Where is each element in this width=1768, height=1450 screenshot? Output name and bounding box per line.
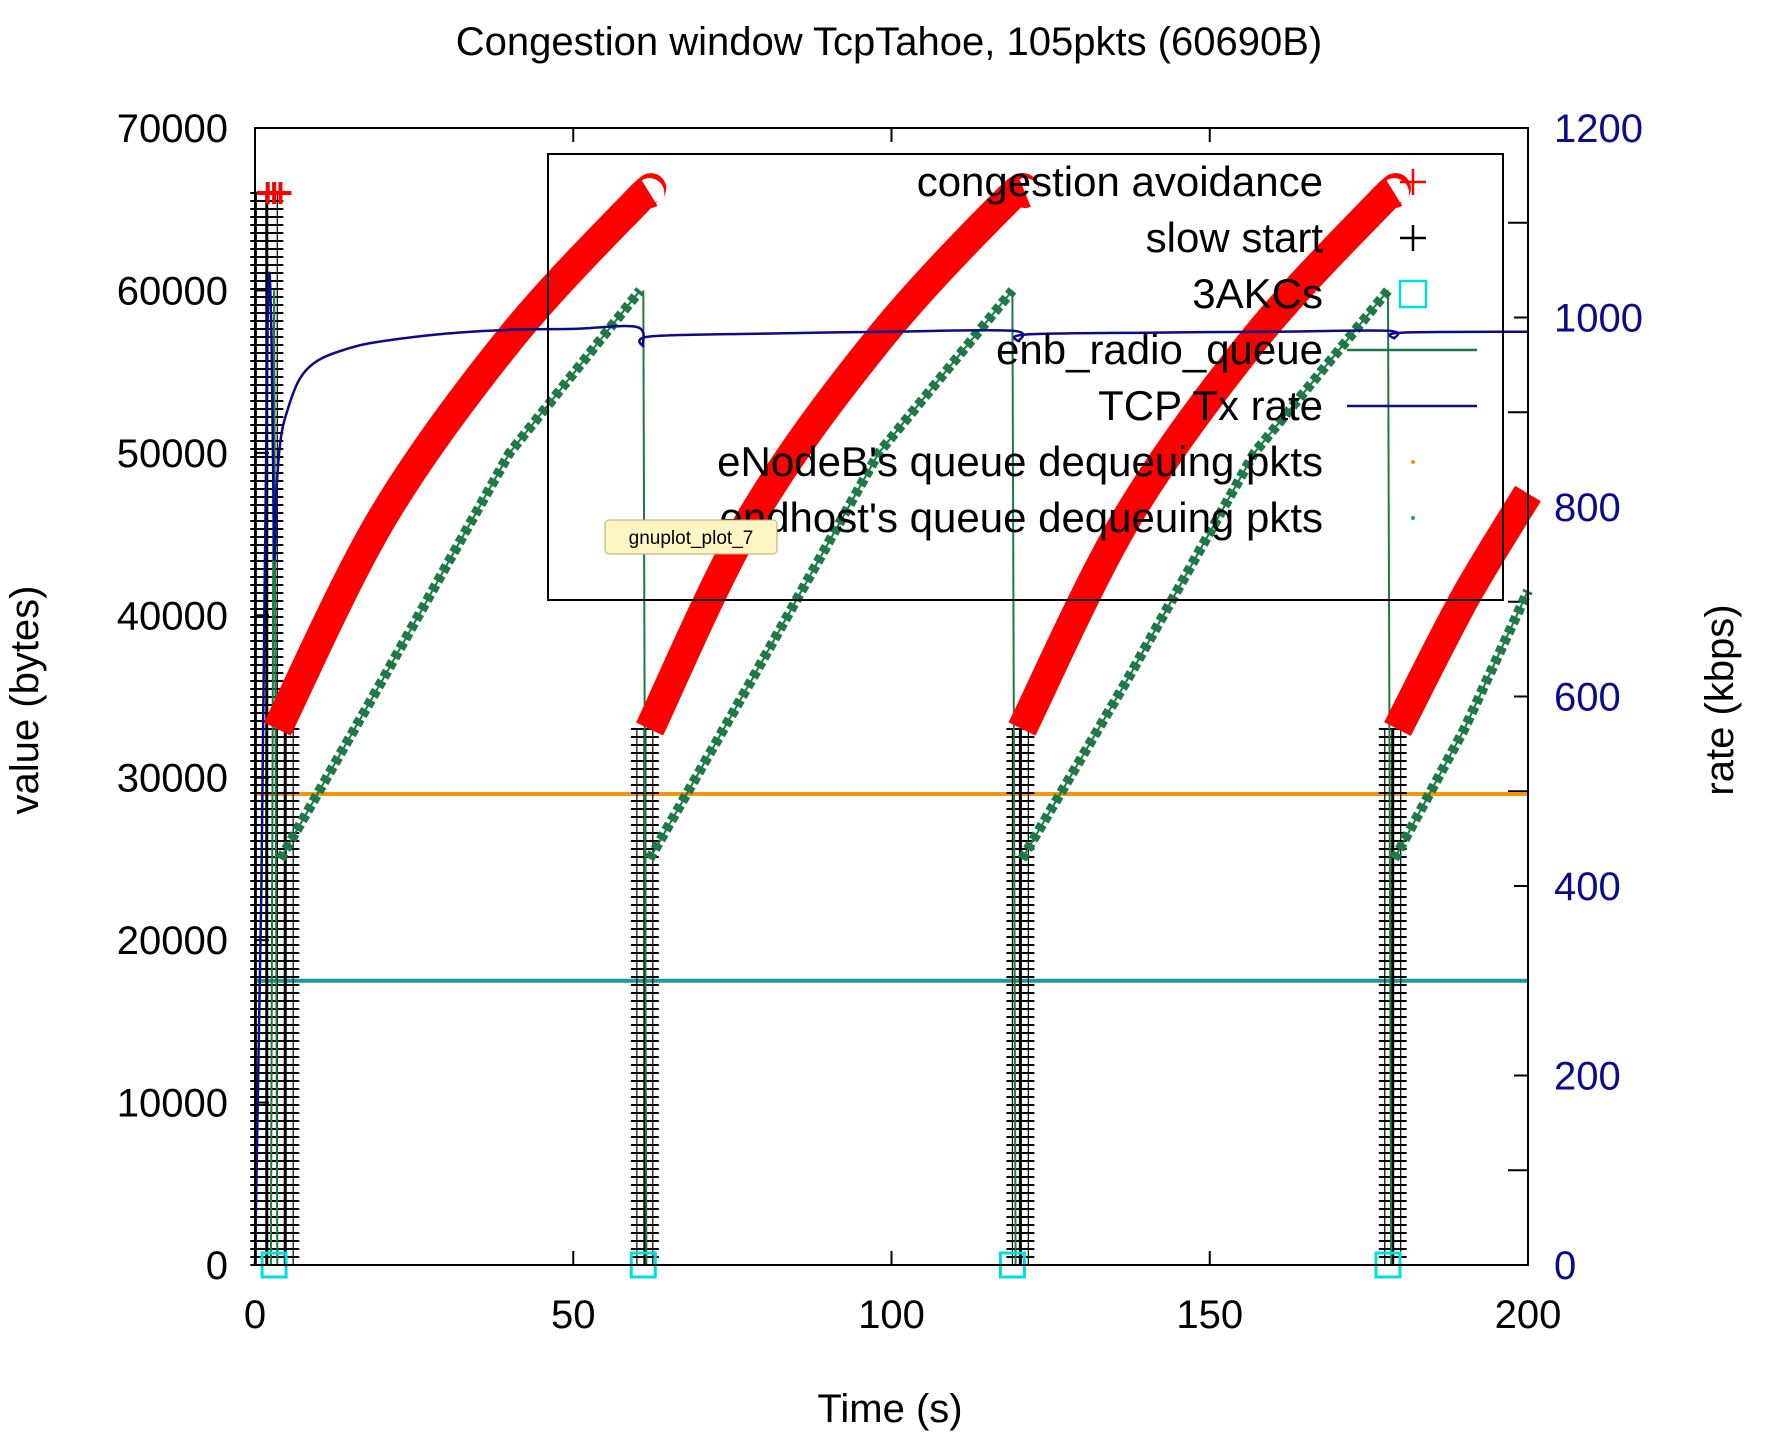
series-enb-radio-queue-drop [1387, 290, 1393, 1266]
y-tick-label: 30000 [117, 757, 228, 801]
legend-square-sample [1398, 279, 1428, 309]
y2-tick-label: 600 [1554, 676, 1621, 720]
tooltip-box [604, 519, 778, 555]
legend-label: TCP Tx rate [1098, 382, 1323, 429]
series-tcp-tx-rate [253, 271, 1529, 1266]
y2-tick-label: 200 [1554, 1055, 1621, 1099]
tooltip-text: gnuplot_plot_7 [629, 528, 754, 549]
series-enb-radio-queue-drop [642, 290, 648, 1266]
series-enb-radio-queue-line [1393, 590, 1529, 860]
series-slow-start-burst [1006, 728, 1035, 1266]
y-tick-label: 20000 [117, 919, 228, 963]
y-tick-label: 10000 [117, 1082, 228, 1126]
x-tick-label: 150 [1176, 1293, 1243, 1337]
y-tick-label: 50000 [117, 432, 228, 476]
x-tick-label: 100 [858, 1293, 925, 1337]
y-axis-label: value (bytes) [3, 586, 47, 815]
x-tick-label: 200 [1495, 1293, 1562, 1337]
y2-tick-label: 400 [1554, 865, 1621, 909]
legend-dot-sample [1411, 460, 1415, 464]
y-tick-label: 0 [206, 1244, 228, 1288]
y2-tick-label: 800 [1554, 486, 1621, 530]
y2-axis-label: rate (kbps) [1698, 604, 1742, 795]
y-tick-label: 60000 [117, 269, 228, 313]
legend-label: eNodeB's queue dequeuing pkts [717, 438, 1323, 485]
legend-label: slow start [1146, 214, 1324, 261]
x-axis-label: Time (s) [817, 1387, 962, 1431]
legend-plus-sample [1400, 169, 1426, 195]
x-tick-label: 50 [551, 1293, 596, 1337]
legend-label: enb_radio_queue [996, 326, 1323, 373]
legend: congestion avoidance slow start 3AKCs enb_r… [547, 153, 1504, 601]
series-congestion-avoidance [263, 173, 667, 736]
tooltip: gnuplot_plot_7 [604, 519, 778, 555]
congestion-avoidance-plus-marker [269, 181, 292, 204]
series-enb-radio-queue-line [648, 289, 1014, 860]
legend-box [547, 153, 1504, 601]
y2-tick-label: 0 [1554, 1244, 1576, 1288]
legend-label: congestion avoidance [917, 158, 1323, 205]
series-enb-radio-queue-line [279, 289, 641, 860]
series-congestion-avoidance [636, 173, 1041, 736]
legend-label: endhost's queue dequeuing pkts [719, 494, 1323, 541]
plot-frame [254, 127, 1529, 1266]
y-tick-label: 70000 [117, 107, 228, 151]
y2-tick-label: 1000 [1554, 297, 1643, 341]
x-tick-label: 0 [244, 1293, 266, 1337]
y2-tick-label: 1200 [1554, 107, 1643, 151]
series-slow-start-burst [1378, 728, 1407, 1266]
legend-dot-sample [1411, 516, 1415, 520]
legend-label: 3AKCs [1192, 270, 1323, 317]
tick-labels: 0 50 100 150 2000100002000030000400005000060… [117, 107, 1643, 1337]
chart-title: Congestion window TcpTahoe, 105pkts (606… [456, 20, 1322, 64]
legend-plus-sample [1400, 225, 1426, 251]
legend-entries: congestion avoidance slow start 3AKCs enb_r… [717, 158, 1477, 541]
series-congestion-avoidance [1008, 173, 1411, 736]
series-enb-radio-queue-drop [1011, 290, 1017, 1266]
series-enb-radio-queue-drop [273, 290, 279, 1266]
series-enb-radio-queue-line [1021, 289, 1389, 860]
y-tick-label: 40000 [117, 594, 228, 638]
